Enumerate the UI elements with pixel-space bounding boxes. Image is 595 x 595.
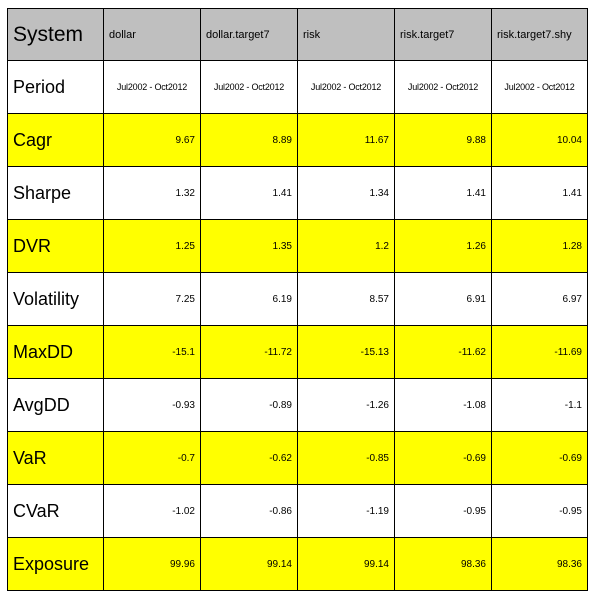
table-row-exposure: Exposure 99.96 99.14 99.14 98.36 98.36 bbox=[7, 537, 588, 591]
column-header-dollar-target7: dollar.target7 bbox=[200, 8, 298, 61]
table-row-period: Period Jul2002 - Oct2012 Jul2002 - Oct2012… bbox=[7, 60, 588, 114]
table-cell-dvr-1: 1.35 bbox=[200, 219, 298, 273]
table-cell-avgdd-1: -0.89 bbox=[200, 378, 298, 432]
table-cell-avgdd-3: -1.08 bbox=[394, 378, 492, 432]
table-cell-dvr-2: 1.2 bbox=[297, 219, 395, 273]
row-label-var: VaR bbox=[7, 431, 104, 485]
table-cell-cagr-3: 9.88 bbox=[394, 113, 492, 167]
table-cell-cvar-3: -0.95 bbox=[394, 484, 492, 538]
header-row: System dollar dollar.target7 risk risk.t… bbox=[7, 8, 588, 61]
table-cell-period-4: Jul2002 - Oct2012 bbox=[491, 60, 588, 114]
table-cell-exposure-2: 99.14 bbox=[297, 537, 395, 591]
table-cell-maxdd-2: -15.13 bbox=[297, 325, 395, 379]
table-cell-cvar-2: -1.19 bbox=[297, 484, 395, 538]
table-cell-cagr-0: 9.67 bbox=[103, 113, 201, 167]
table-cell-maxdd-4: -11.69 bbox=[491, 325, 588, 379]
table-cell-cvar-0: -1.02 bbox=[103, 484, 201, 538]
table-cell-cagr-2: 11.67 bbox=[297, 113, 395, 167]
table-cell-var-1: -0.62 bbox=[200, 431, 298, 485]
table-cell-exposure-4: 98.36 bbox=[491, 537, 588, 591]
row-label-maxdd: MaxDD bbox=[7, 325, 104, 379]
row-label-cagr: Cagr bbox=[7, 113, 104, 167]
table-cell-volatility-1: 6.19 bbox=[200, 272, 298, 326]
table-body: Period Jul2002 - Oct2012 Jul2002 - Oct2012… bbox=[7, 60, 588, 591]
table-cell-cvar-4: -0.95 bbox=[491, 484, 588, 538]
column-header-dollar: dollar bbox=[103, 8, 201, 61]
table-cell-period-1: Jul2002 - Oct2012 bbox=[200, 60, 298, 114]
row-label-avgdd: AvgDD bbox=[7, 378, 104, 432]
table-row-var: VaR -0.7 -0.62 -0.85 -0.69 -0.69 bbox=[7, 431, 588, 485]
table-row-maxdd: MaxDD -15.1 -11.72 -15.13 -11.62 -11.69 bbox=[7, 325, 588, 379]
table-cell-maxdd-0: -15.1 bbox=[103, 325, 201, 379]
table-cell-avgdd-2: -1.26 bbox=[297, 378, 395, 432]
row-label-period: Period bbox=[7, 60, 104, 114]
table-cell-volatility-4: 6.97 bbox=[491, 272, 588, 326]
corner-header: System bbox=[7, 8, 104, 61]
table-cell-cagr-1: 8.89 bbox=[200, 113, 298, 167]
table-row-avgdd: AvgDD -0.93 -0.89 -1.26 -1.08 -1.1 bbox=[7, 378, 588, 432]
table-cell-exposure-0: 99.96 bbox=[103, 537, 201, 591]
table-cell-dvr-0: 1.25 bbox=[103, 219, 201, 273]
table-cell-cvar-1: -0.86 bbox=[200, 484, 298, 538]
table-cell-sharpe-1: 1.41 bbox=[200, 166, 298, 220]
table-cell-var-0: -0.7 bbox=[103, 431, 201, 485]
table-row-cagr: Cagr 9.67 8.89 11.67 9.88 10.04 bbox=[7, 113, 588, 167]
row-label-dvr: DVR bbox=[7, 219, 104, 273]
table-cell-period-2: Jul2002 - Oct2012 bbox=[297, 60, 395, 114]
table-cell-maxdd-3: -11.62 bbox=[394, 325, 492, 379]
column-header-risk-target7-shy: risk.target7.shy bbox=[491, 8, 588, 61]
row-label-exposure: Exposure bbox=[7, 537, 104, 591]
table-cell-var-2: -0.85 bbox=[297, 431, 395, 485]
table-cell-var-4: -0.69 bbox=[491, 431, 588, 485]
table-cell-volatility-0: 7.25 bbox=[103, 272, 201, 326]
table-row-volatility: Volatility 7.25 6.19 8.57 6.91 6.97 bbox=[7, 272, 588, 326]
table-cell-dvr-3: 1.26 bbox=[394, 219, 492, 273]
table-cell-var-3: -0.69 bbox=[394, 431, 492, 485]
table-header: System dollar dollar.target7 risk risk.t… bbox=[7, 8, 588, 61]
table-row-dvr: DVR 1.25 1.35 1.2 1.26 1.28 bbox=[7, 219, 588, 273]
table-row-cvar: CVaR -1.02 -0.86 -1.19 -0.95 -0.95 bbox=[7, 484, 588, 538]
performance-stats-table: System dollar dollar.target7 risk risk.t… bbox=[7, 8, 588, 591]
table-cell-exposure-3: 98.36 bbox=[394, 537, 492, 591]
table-cell-dvr-4: 1.28 bbox=[491, 219, 588, 273]
column-header-risk-target7: risk.target7 bbox=[394, 8, 492, 61]
row-label-sharpe: Sharpe bbox=[7, 166, 104, 220]
column-header-risk: risk bbox=[297, 8, 395, 61]
table-cell-avgdd-4: -1.1 bbox=[491, 378, 588, 432]
table-cell-maxdd-1: -11.72 bbox=[200, 325, 298, 379]
table-cell-sharpe-4: 1.41 bbox=[491, 166, 588, 220]
row-label-volatility: Volatility bbox=[7, 272, 104, 326]
table-cell-cagr-4: 10.04 bbox=[491, 113, 588, 167]
table-row-sharpe: Sharpe 1.32 1.41 1.34 1.41 1.41 bbox=[7, 166, 588, 220]
table-cell-sharpe-0: 1.32 bbox=[103, 166, 201, 220]
table-cell-period-3: Jul2002 - Oct2012 bbox=[394, 60, 492, 114]
row-label-cvar: CVaR bbox=[7, 484, 104, 538]
table-cell-volatility-2: 8.57 bbox=[297, 272, 395, 326]
table-cell-sharpe-3: 1.41 bbox=[394, 166, 492, 220]
table-cell-exposure-1: 99.14 bbox=[200, 537, 298, 591]
table-cell-sharpe-2: 1.34 bbox=[297, 166, 395, 220]
table-cell-period-0: Jul2002 - Oct2012 bbox=[103, 60, 201, 114]
table-cell-volatility-3: 6.91 bbox=[394, 272, 492, 326]
table-cell-avgdd-0: -0.93 bbox=[103, 378, 201, 432]
